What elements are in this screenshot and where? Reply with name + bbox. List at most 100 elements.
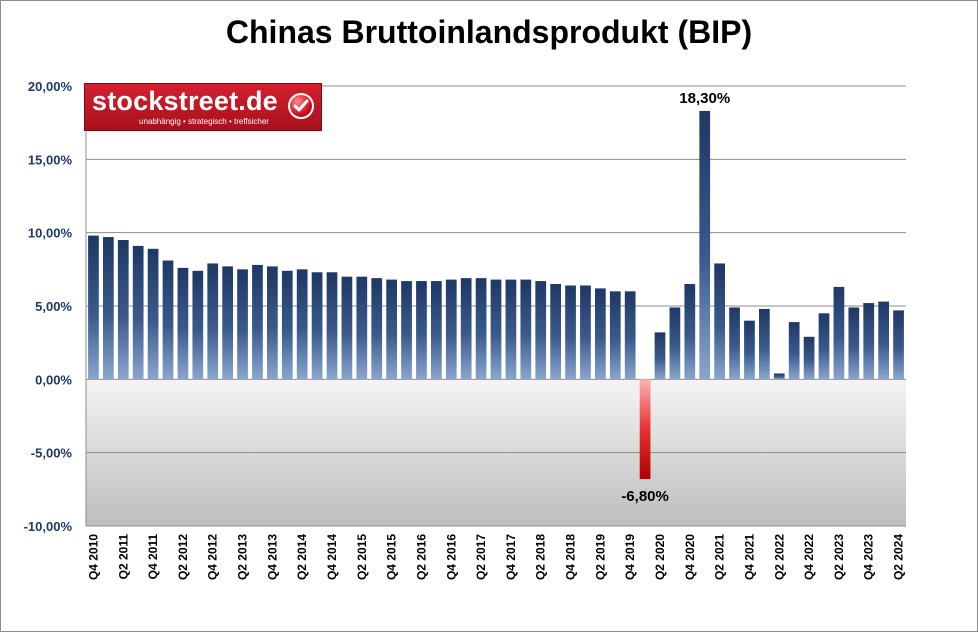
bar	[714, 263, 725, 380]
bar	[639, 379, 651, 480]
bar	[759, 308, 770, 380]
bar	[669, 307, 681, 380]
bar	[535, 281, 547, 380]
bar	[296, 269, 308, 380]
bar	[744, 320, 755, 380]
logo-name: stockstreet.de	[92, 86, 278, 116]
bar	[162, 260, 174, 380]
bar	[326, 272, 338, 380]
x-tick-label: Q2 2017	[474, 534, 488, 580]
bar	[341, 276, 353, 380]
bar	[207, 263, 219, 380]
x-tick-label: Q2 2020	[653, 534, 667, 580]
bar	[490, 279, 502, 380]
bar	[699, 110, 711, 380]
bar	[684, 284, 696, 380]
bar	[893, 310, 904, 380]
checkmark-icon	[288, 93, 314, 119]
bar	[729, 307, 740, 380]
bar-series	[88, 110, 904, 480]
y-tick-label: -5,00%	[31, 446, 73, 461]
bar	[103, 237, 114, 380]
y-tick-label: 20,00%	[28, 79, 73, 94]
data-label: -6,80%	[621, 488, 669, 505]
x-tick-label: Q4 2020	[683, 534, 697, 580]
x-tick-label: Q4 2021	[742, 534, 756, 580]
x-tick-label: Q4 2023	[862, 534, 876, 580]
bar	[624, 291, 636, 380]
bar	[833, 286, 845, 380]
bar	[803, 336, 815, 380]
y-tick-label: 15,00%	[28, 152, 73, 167]
x-tick-label: Q4 2022	[802, 534, 816, 580]
bar	[252, 264, 263, 380]
bar	[267, 266, 278, 380]
x-tick-label: Q2 2013	[236, 534, 250, 580]
bar	[132, 245, 144, 380]
x-tick-label: Q4 2016	[444, 534, 458, 580]
x-tick-label: Q2 2022	[772, 534, 786, 580]
bar	[595, 288, 606, 380]
bar	[475, 278, 487, 380]
bar	[550, 284, 561, 380]
bar	[222, 266, 233, 380]
x-tick-label: Q2 2012	[176, 534, 190, 580]
bar	[520, 279, 532, 380]
x-tick-label: Q2 2018	[534, 534, 548, 580]
y-tick-label: 5,00%	[35, 299, 72, 314]
chart-title: Chinas Bruttoinlandsprodukt (BIP)	[225, 14, 753, 50]
bar	[609, 291, 621, 380]
bar	[401, 281, 412, 380]
y-tick-label: 0,00%	[35, 372, 72, 387]
x-tick-label: Q4 2010	[86, 534, 100, 580]
annotations: 18,30% -6,80%	[621, 90, 730, 505]
bar	[177, 267, 189, 380]
bar	[386, 279, 397, 380]
x-tick-label: Q2 2016	[414, 534, 428, 580]
bar	[460, 278, 472, 380]
bar	[356, 276, 368, 380]
x-tick-label: Q4 2017	[504, 534, 518, 580]
x-tick-label: Q2 2024	[892, 534, 906, 580]
x-tick-label: Q2 2023	[832, 534, 846, 580]
bar	[580, 285, 591, 380]
y-tick-label: -10,00%	[24, 519, 73, 534]
bar	[654, 332, 666, 380]
bar	[818, 313, 830, 380]
x-tick-label: Q4 2014	[325, 534, 339, 580]
x-tick-label: Q4 2013	[265, 534, 279, 580]
x-tick-label: Q2 2021	[713, 534, 727, 580]
bar	[505, 279, 517, 380]
x-tick-label: Q4 2015	[385, 534, 399, 580]
bar	[565, 285, 576, 380]
logo-tagline: unabhängig • strategisch • treffsicher	[139, 117, 269, 126]
x-tick-label: Q4 2012	[206, 534, 220, 580]
x-tick-label: Q4 2019	[623, 534, 637, 580]
x-tick-label: Q2 2014	[295, 534, 309, 580]
bar	[878, 301, 889, 380]
bar	[773, 373, 785, 380]
x-axis: Q4 2010 Q2 2011 Q4 2011 Q2 2012 Q4 2012 Q2 20…	[86, 534, 905, 580]
bar	[311, 272, 323, 380]
stockstreet-logo: stockstreet.de unabhängig • strategisch …	[84, 83, 322, 131]
bar	[88, 235, 99, 380]
bar	[416, 281, 427, 380]
x-tick-label: Q4 2018	[564, 534, 578, 580]
y-axis: -10,00% -5,00% 0,00% 5,00% 10,00% 15,00% 20,00…	[24, 79, 73, 534]
bar	[147, 248, 159, 380]
data-label: 18,30%	[679, 90, 730, 107]
bar	[281, 270, 293, 380]
bar	[445, 279, 457, 380]
x-tick-label: Q2 2019	[593, 534, 607, 580]
bar	[431, 281, 442, 380]
x-tick-label: Q2 2015	[355, 534, 369, 580]
bar	[863, 303, 875, 380]
x-tick-label: Q4 2011	[146, 534, 160, 580]
bar	[117, 240, 129, 380]
bar	[192, 270, 204, 380]
bar	[371, 278, 383, 380]
y-tick-label: 10,00%	[28, 226, 73, 241]
bar	[237, 269, 248, 380]
bar	[788, 322, 800, 380]
